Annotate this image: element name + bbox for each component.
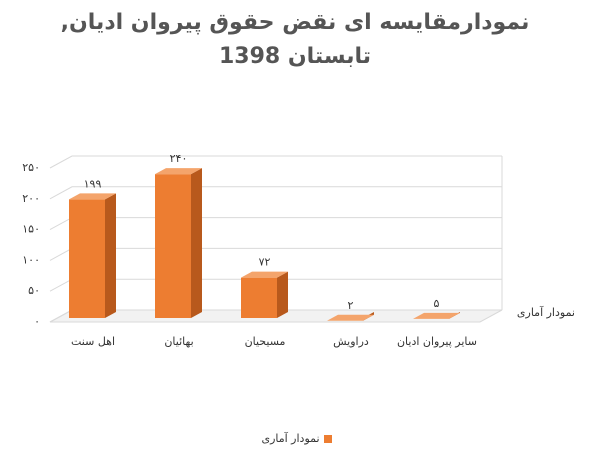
x-tick-label: اهل سنت bbox=[70, 335, 116, 348]
value-label: ۵ bbox=[434, 297, 440, 310]
bar-side bbox=[277, 271, 288, 318]
legend-label: نمودار آماری bbox=[261, 432, 320, 445]
value-label: ۷۲ bbox=[259, 256, 271, 269]
bar bbox=[155, 174, 191, 318]
bar-top bbox=[241, 271, 288, 278]
legend: نمودار آماری bbox=[0, 432, 593, 445]
grid-line bbox=[49, 155, 502, 169]
legend-swatch bbox=[323, 435, 332, 443]
value-label: ۲۴۰ bbox=[170, 152, 188, 165]
x-tick-label: دراویش bbox=[333, 335, 369, 348]
grid-line bbox=[49, 217, 502, 231]
bar-top bbox=[69, 193, 116, 200]
bar-side bbox=[191, 168, 202, 318]
x-tick-label: بهائیان bbox=[164, 335, 194, 348]
value-label: ۲ bbox=[348, 299, 354, 312]
y-tick-label: ۱۰۰ bbox=[22, 253, 40, 266]
y-tick-label: ۰ bbox=[34, 315, 40, 328]
y-tick-label: ۲۵۰ bbox=[22, 161, 40, 174]
grid-line bbox=[49, 247, 502, 261]
y-tick-label: ۲۰۰ bbox=[22, 192, 40, 205]
y-tick-label: ۱۵۰ bbox=[22, 223, 40, 236]
y-tick-label: ۵۰ bbox=[28, 284, 40, 297]
grid-line bbox=[49, 186, 502, 200]
chart-title: نمودارمقایسه ای نقض حقوق پیروان ادیان, ت… bbox=[60, 10, 530, 69]
value-label: ۱۹۹ bbox=[84, 177, 102, 190]
bar bbox=[241, 277, 277, 318]
bar-top bbox=[155, 168, 202, 175]
bar-top bbox=[327, 314, 374, 321]
bar bbox=[69, 199, 105, 318]
bar-side bbox=[105, 193, 116, 318]
bar-top bbox=[413, 312, 460, 319]
x-tick-label: مسیحیان bbox=[244, 335, 286, 348]
x-tick-label: سایر پیروان ادیان bbox=[396, 335, 478, 348]
depth-axis-label: نمودار آماری bbox=[517, 305, 575, 319]
